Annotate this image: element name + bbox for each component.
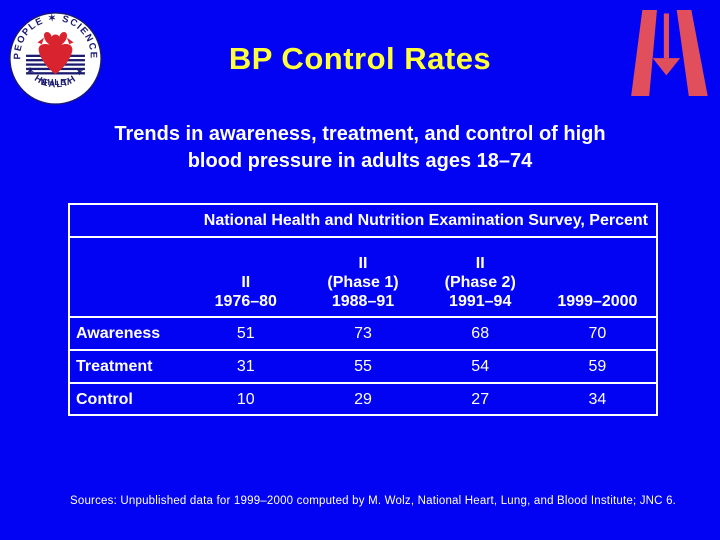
source-note: Sources: Unpublished data for 1999–2000 … xyxy=(70,495,677,507)
table-caption: National Health and Nutrition Examinatio… xyxy=(203,212,648,229)
col-header-nhanes2: II 1976–80 xyxy=(214,274,277,310)
col-header-nhanes3-phase2: II (Phase 2) 1991–94 xyxy=(444,255,516,310)
row-label: Awareness xyxy=(76,324,161,342)
nhanes-table: National Health and Nutrition Examinatio… xyxy=(68,203,658,416)
cell-value: 68 xyxy=(471,324,490,342)
heart-icon xyxy=(37,32,74,75)
cell-value: 31 xyxy=(236,357,255,375)
slide-subtitle: Trends in awareness, treatment, and cont… xyxy=(0,121,720,175)
subtitle-line-1: Trends in awareness, treatment, and cont… xyxy=(114,123,606,145)
slide-title: BP Control Rates xyxy=(228,41,492,76)
cell-value: 29 xyxy=(354,390,372,408)
cell-value: 51 xyxy=(236,324,255,342)
table-row-awareness: Awareness 51 73 68 70 xyxy=(70,316,656,349)
row-label: Treatment xyxy=(76,357,153,375)
subtitle-line-2: blood pressure in adults ages 18–74 xyxy=(187,150,533,172)
col-header-empty xyxy=(70,311,187,316)
cell-value: 27 xyxy=(471,390,490,408)
cell-value: 34 xyxy=(588,390,607,408)
nhlbi-seal-icon: PEOPLE ✶ SCIENCE ✶ HEALTH ✶ NHLBI xyxy=(9,12,102,105)
cell-value: 55 xyxy=(354,357,372,375)
table-row-treatment: Treatment 31 55 54 59 xyxy=(70,349,656,382)
cell-value: 54 xyxy=(471,357,490,375)
col-header-1999-2000: 1999–2000 xyxy=(557,293,638,310)
cell-value: 70 xyxy=(588,324,607,342)
seal-center-label: NHLBI xyxy=(41,78,70,87)
col-header-nhanes3-phase1: II (Phase 1) 1988–91 xyxy=(327,255,399,310)
cell-value: 10 xyxy=(236,390,255,408)
table-row-control: Control 10 29 27 34 xyxy=(70,382,656,415)
a-down-arrow-icon xyxy=(631,10,708,96)
cell-value: 59 xyxy=(588,357,607,375)
cell-value: 73 xyxy=(354,324,372,342)
table-header-row: II 1976–80 II (Phase 1) 1988–91 II (Phas… xyxy=(70,236,656,316)
row-label: Control xyxy=(76,390,133,408)
